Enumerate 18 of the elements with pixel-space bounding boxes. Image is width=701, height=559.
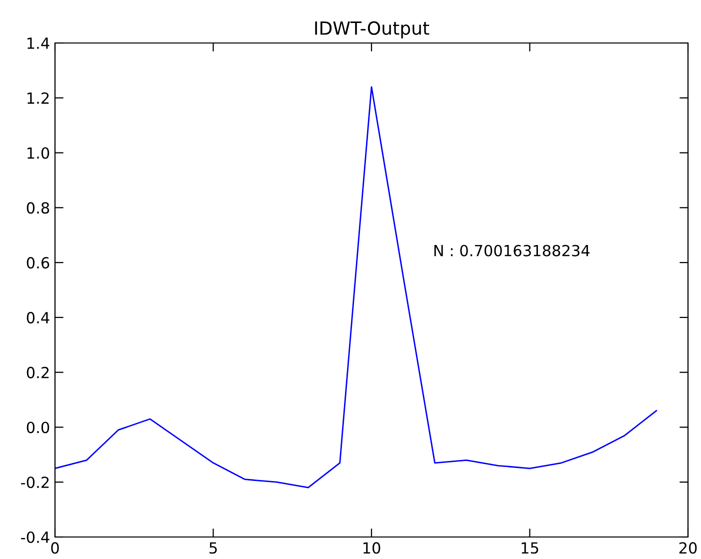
y-tick-label: 0.8 [26, 202, 50, 214]
x-tick-label: 15 [522, 542, 538, 554]
y-tick-label: 1.2 [28, 92, 49, 104]
y-tick-label: -0.2 [21, 476, 49, 488]
y-tick-label: 0.4 [26, 312, 50, 324]
x-tick-label: 0 [51, 542, 59, 554]
y-tick-label: 1.0 [28, 147, 50, 159]
y-tick-label: 0.2 [26, 366, 49, 378]
x-tick-label: 10 [363, 542, 380, 554]
y-tick-label: 0.0 [26, 422, 50, 434]
x-tick-label: 5 [210, 542, 217, 554]
x-tick-label: 20 [679, 542, 697, 554]
y-tick-label: -0.4 [21, 531, 50, 544]
annotation: N : 0.700163188234 [434, 244, 590, 256]
chart-title: IDWT-Output [315, 21, 430, 38]
y-tick-label: 0.6 [26, 257, 50, 269]
line-series [55, 86, 658, 488]
y-tick-label: 1.4 [28, 38, 50, 49]
